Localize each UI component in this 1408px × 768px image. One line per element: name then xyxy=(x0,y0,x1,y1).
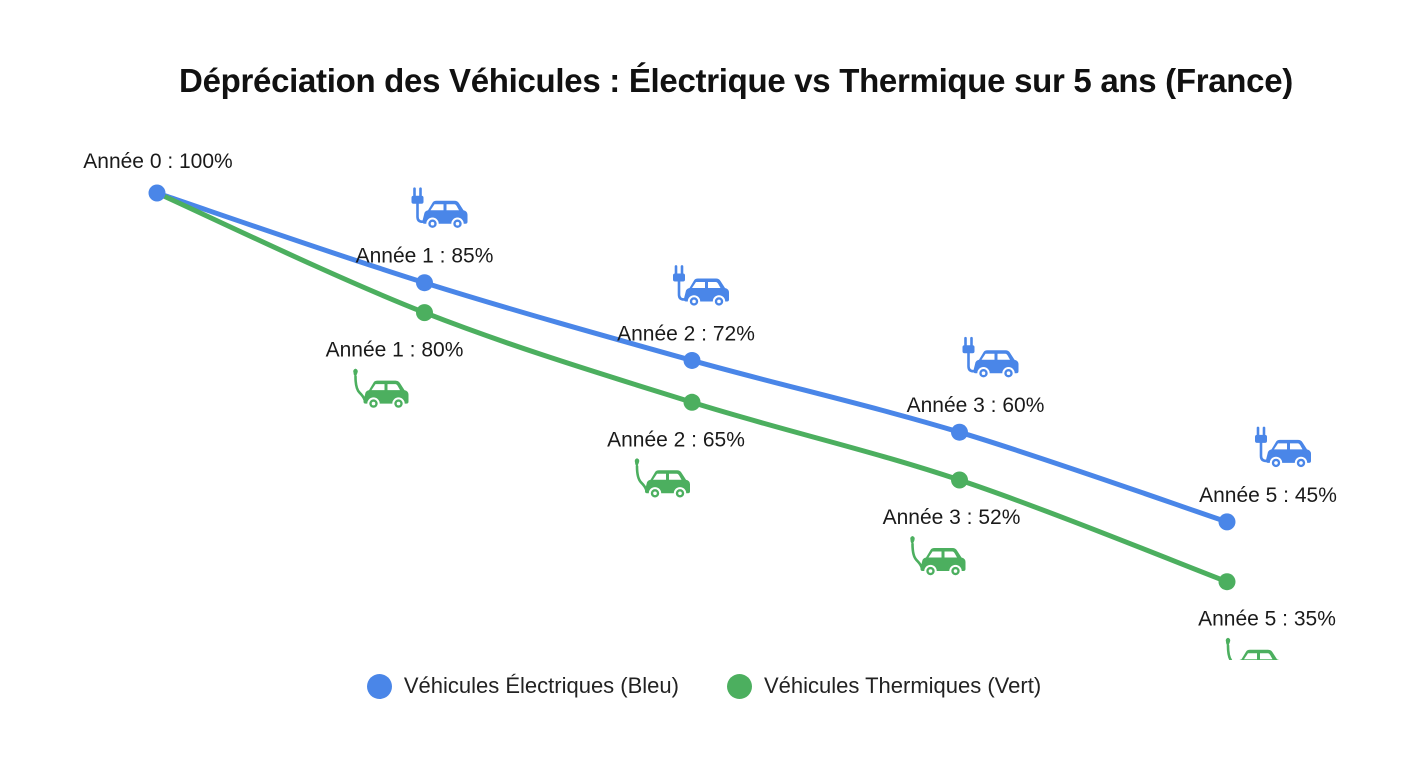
electric-car-icon-year-5 xyxy=(1253,426,1312,470)
label-electric-year-5: Année 5 : 45% xyxy=(1199,484,1337,507)
point-electric-year-0 xyxy=(148,184,166,202)
legend-item-electric: Véhicules Électriques (Bleu) xyxy=(366,673,679,699)
line-chart: Année 1 : 85% Année 2 : 72% Année 3 : 60% A… xyxy=(83,150,1337,660)
data-labels: Année 1 : 85% Année 2 : 72% Année 3 : 60% A… xyxy=(83,150,1337,631)
electric-car-icon-year-2 xyxy=(671,265,730,308)
fuel-car-icon-year-5 xyxy=(1224,636,1282,660)
legend-marker-electric xyxy=(366,673,392,699)
point-electric-year-2 xyxy=(683,351,701,369)
point-electric-year-1 xyxy=(416,274,433,292)
label-thermal-year-2: Année 2 : 65% xyxy=(607,428,745,451)
car-icons xyxy=(351,187,1312,660)
label-electric-year-3: Année 3 : 60% xyxy=(907,394,1045,417)
label-thermal-year-3: Année 3 : 52% xyxy=(883,506,1021,529)
fuel-car-icon-year-2 xyxy=(633,456,691,500)
legend-label-electric: Véhicules Électriques (Bleu) xyxy=(403,673,679,698)
legend-marker-thermal xyxy=(726,673,752,699)
data-points xyxy=(148,184,1236,591)
label-electric-year-2: Année 2 : 72% xyxy=(617,322,755,345)
series-line-thermal xyxy=(154,190,1230,585)
point-thermal-year-2 xyxy=(683,393,701,411)
point-thermal-year-5 xyxy=(1218,573,1236,591)
electric-car-icon-year-1 xyxy=(410,187,469,231)
label-start-year-0: Année 0 : 100% xyxy=(83,150,232,173)
legend-label-thermal: Véhicules Thermiques (Vert) xyxy=(763,673,1042,698)
point-thermal-year-1 xyxy=(416,304,433,322)
electric-car-icon-year-3 xyxy=(961,336,1020,380)
label-electric-year-1: Année 1 : 85% xyxy=(356,245,494,268)
point-electric-year-5 xyxy=(1218,513,1236,531)
label-thermal-year-1: Année 1 : 80% xyxy=(326,339,464,362)
legend-item-thermal: Véhicules Thermiques (Vert) xyxy=(726,673,1042,699)
point-electric-year-3 xyxy=(951,423,968,441)
point-thermal-year-3 xyxy=(951,471,968,489)
series-lines xyxy=(154,190,1230,585)
fuel-car-icon-year-1 xyxy=(351,367,410,411)
legend: Véhicules Électriques (Bleu) Véhicules T… xyxy=(0,673,1408,699)
chart-title: Dépréciation des Véhicules : Électrique … xyxy=(179,62,1293,99)
label-thermal-year-5: Année 5 : 35% xyxy=(1198,608,1336,631)
fuel-car-icon-year-3 xyxy=(908,534,967,578)
